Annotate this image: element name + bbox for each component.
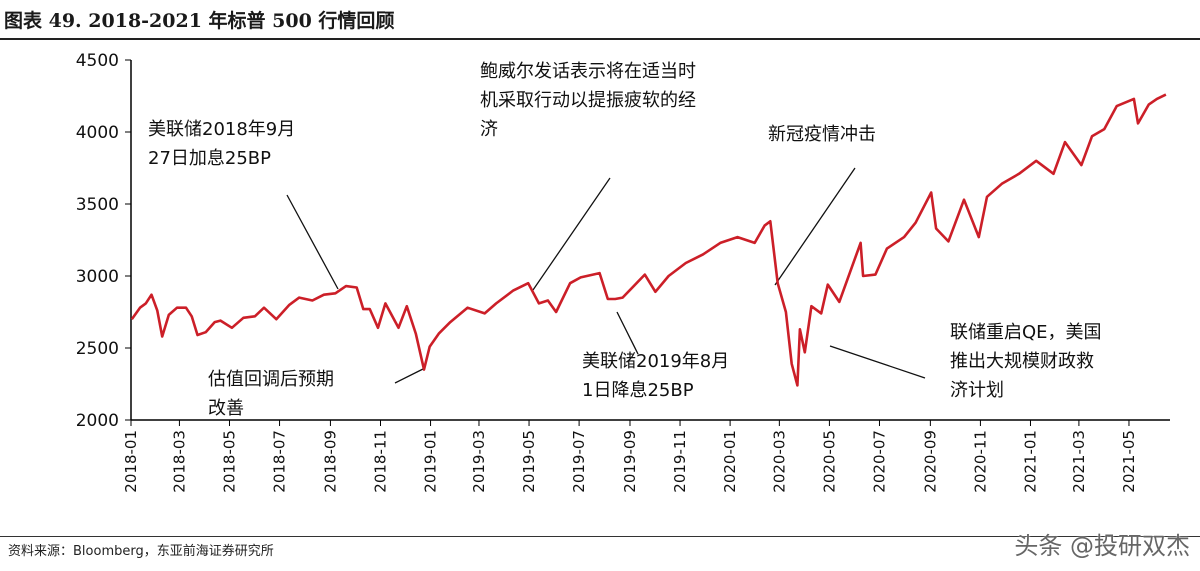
x-tick-label: 2018-09 xyxy=(321,430,339,493)
x-tick-label: 2020-05 xyxy=(820,430,838,493)
annotation-leaders xyxy=(286,167,926,384)
annotation-text: 济 xyxy=(480,119,498,140)
annotation-text: 机采取行动以提振疲软的经 xyxy=(480,90,696,111)
annotation-leader-line xyxy=(394,368,424,384)
x-tick-label: 2019-01 xyxy=(422,430,440,493)
annotation-text: 济计划 xyxy=(950,380,1004,401)
annotation-text: 改善 xyxy=(208,398,244,419)
x-tick-label: 2019-11 xyxy=(671,430,689,493)
x-tick-label: 2020-01 xyxy=(721,430,739,493)
x-tick-label: 2021-05 xyxy=(1120,430,1138,493)
x-tick-label: 2019-09 xyxy=(621,430,639,493)
axes: 2000 2500 3000 3500 4000 4500 2018-01 2018-03 20… xyxy=(76,51,1170,493)
x-tick-label: 2020-11 xyxy=(971,430,989,493)
series-layer xyxy=(130,93,1167,387)
x-tick-label: 2020-09 xyxy=(921,430,939,493)
annotation-text: 27日加息25BP xyxy=(148,148,271,169)
x-tick-label: 2019-05 xyxy=(520,430,538,493)
y-tick-label: 4000 xyxy=(76,123,119,143)
annotation-text: 美联储2018年9月 xyxy=(148,119,295,140)
x-tick-label: 2018-11 xyxy=(371,430,389,493)
watermark: 头条 @投研双杰 xyxy=(1014,532,1190,560)
annotation-leader-line xyxy=(616,311,639,355)
x-tick-label: 2021-01 xyxy=(1021,430,1039,493)
annotation-text: 美联储2019年8月 xyxy=(582,351,729,372)
annotation-text: 1日降息25BP xyxy=(582,380,694,401)
annotation-text: 联储重启QE，美国 xyxy=(950,322,1102,343)
annotation-text: 新冠疫情冲击 xyxy=(768,124,876,145)
y-tick-label: 3500 xyxy=(76,195,119,215)
x-tick-label: 2018-03 xyxy=(170,430,188,493)
annotation-leader-line xyxy=(774,167,856,286)
x-tick-label: 2021-03 xyxy=(1070,430,1088,493)
y-tick-label: 3000 xyxy=(76,267,119,287)
series-line xyxy=(130,93,1167,387)
x-tick-label: 2018-01 xyxy=(122,430,140,493)
y-tick-label: 2500 xyxy=(76,339,119,359)
y-tick-label: 2000 xyxy=(76,411,119,431)
y-tick-label: 4500 xyxy=(76,51,119,71)
annotation-text: 估值回调后预期 xyxy=(208,369,334,390)
annotation-text: 推出大规模财政救 xyxy=(950,351,1094,372)
annotation-leader-line xyxy=(829,345,926,379)
title-divider xyxy=(0,38,1200,40)
figure-title: 图表 49. 2018-2021 年标普 500 行情回顾 xyxy=(4,10,395,32)
annotation-leader-line xyxy=(286,194,339,290)
x-tick-label: 2019-03 xyxy=(470,430,488,493)
source-note: 资料来源：Bloomberg，东亚前海证券研究所 xyxy=(8,544,274,559)
x-tick-label: 2018-07 xyxy=(271,430,289,493)
x-tick-label: 2020-07 xyxy=(870,430,888,493)
annotation-leader-line xyxy=(532,177,611,291)
x-tick-label: 2018-05 xyxy=(220,430,238,493)
annotation-text: 鲍威尔发话表示将在适当时 xyxy=(480,61,696,82)
x-tick-label: 2020-03 xyxy=(770,430,788,493)
source-divider xyxy=(0,536,1200,537)
line-chart: 2000 2500 3000 3500 4000 4500 2018-01 2018-03 20… xyxy=(76,51,1170,493)
x-tick-label: 2019-07 xyxy=(570,430,588,493)
